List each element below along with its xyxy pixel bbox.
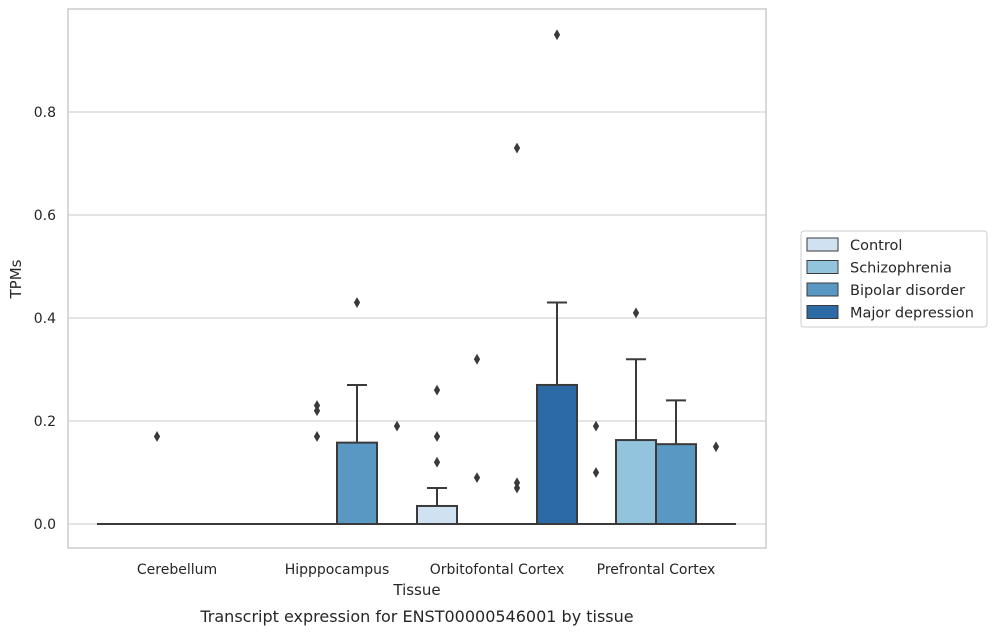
series-bipolar-disorder [177,142,697,526]
outlier-point [353,297,361,308]
outlier-point [433,456,441,468]
plot-area-frame [67,8,767,549]
x-tick-labels: Cerebellum Hipppocampus Orbitofontal Corte… [137,562,715,578]
box-series [97,29,736,526]
box-body [615,439,657,525]
y-tick-label: 0.6 [34,208,56,224]
legend-swatch [806,282,839,297]
legend-frame [800,230,988,328]
y-tick-label: 0.0 [34,517,56,533]
y-tick-label: 0.4 [34,311,56,327]
y-tick-label: 0.2 [34,414,56,430]
legend-label: Control [850,238,902,254]
outlier-point [473,353,481,365]
outlier-point [632,307,640,319]
legend-swatch [806,305,839,319]
series-control [97,384,616,526]
outlier-point [393,420,401,432]
box-body [336,441,378,526]
outlier-point [473,472,481,484]
x-tick-label: Cerebellum [137,562,217,578]
y-axis-label: TPMs [7,259,25,299]
box-body [536,383,578,526]
x-axis-label: Tissue [392,581,440,599]
y-tick-label: 0.8 [34,105,56,121]
outlier-point [433,384,441,396]
box-body [416,504,458,526]
box-body [655,443,697,525]
series-schizophrenia [137,307,657,525]
outlier-point [592,420,600,432]
legend-label: Schizophrenia [850,261,952,277]
outlier-point [592,467,600,478]
outlier-point [513,142,521,154]
outlier-point [433,431,441,442]
legend-swatch [806,260,839,274]
x-tick-label: Prefrontal Cortex [597,562,716,578]
chart-caption: Transcript expression for ENST0000054600… [199,607,633,626]
legend-swatch [806,237,839,252]
x-tick-label: Orbitofontal Cortex [430,562,565,578]
x-tick-label: Hipppocampus [285,562,390,578]
outlier-point [712,441,720,453]
outlier-point [313,431,321,442]
outlier-point [313,400,321,411]
series-major-depression [217,29,736,526]
legend-label: Bipolar disorder [850,283,965,299]
outlier-point [513,477,521,489]
outlier-point [153,431,161,442]
y-tick-labels: 0.0 0.2 0.4 0.6 0.8 [34,105,56,533]
legend-label: Major depression [850,306,974,322]
outlier-point [553,29,561,41]
legend: Control Schizophrenia Bipolar disorder Majo… [800,230,988,328]
